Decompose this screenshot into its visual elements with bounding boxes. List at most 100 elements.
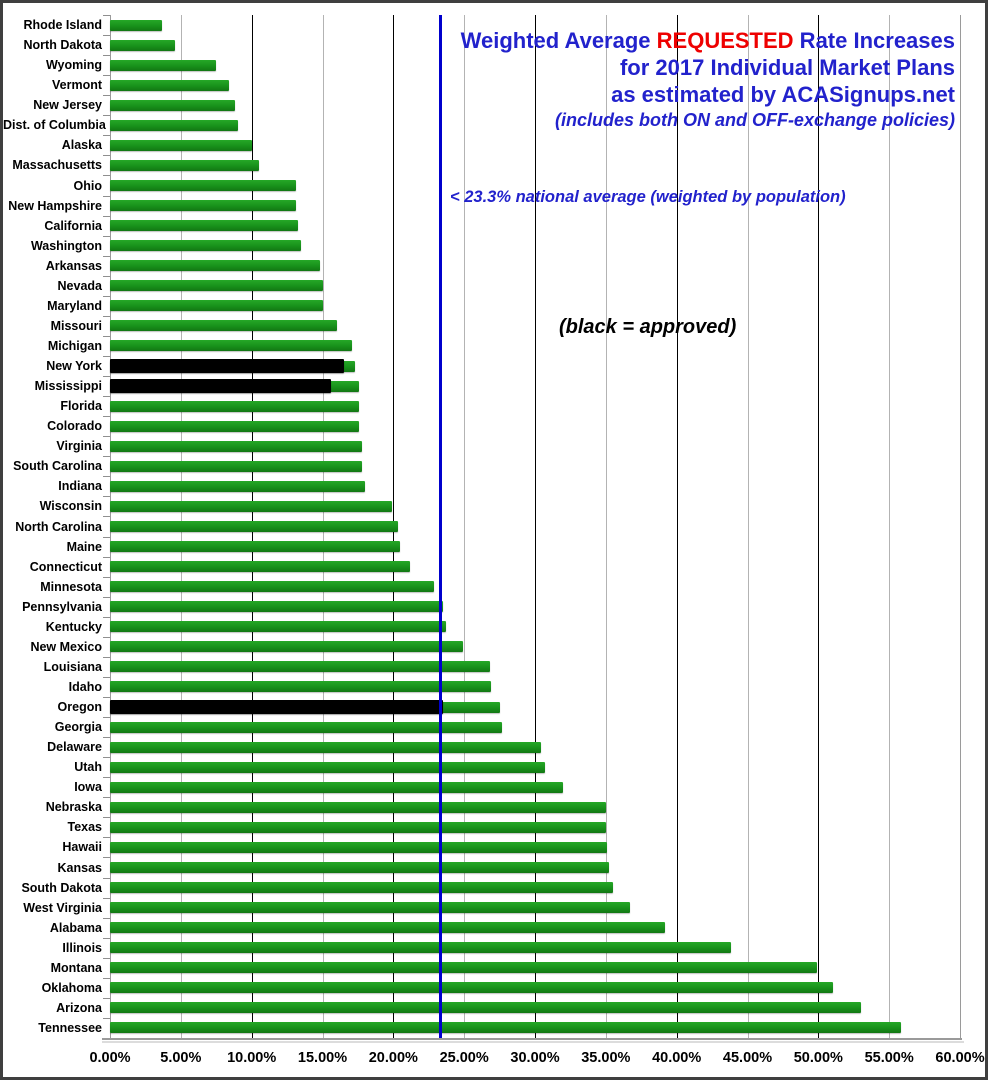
axis-tick <box>103 255 110 257</box>
bar-requested-california <box>110 220 299 232</box>
state-label-florida: Florida <box>60 399 102 414</box>
axis-tick <box>103 55 110 57</box>
plot-area <box>110 15 961 1038</box>
state-label-tennessee: Tennessee <box>38 1020 102 1035</box>
bar-requested-georgia <box>110 721 503 733</box>
national-average-line <box>439 15 443 1038</box>
axis-tick <box>103 416 110 418</box>
state-label-maine: Maine <box>66 539 102 554</box>
bar-requested-utah <box>110 761 545 773</box>
axis-tick <box>103 155 110 157</box>
bar-requested-dist-of-columbia <box>110 119 238 131</box>
bar-requested-new-hampshire <box>110 200 296 212</box>
state-label-new-jersey: New Jersey <box>33 98 102 113</box>
bar-requested-wisconsin <box>110 500 392 512</box>
bar-requested-texas <box>110 821 606 833</box>
bar-requested-indiana <box>110 480 365 492</box>
axis-tick <box>103 697 110 698</box>
x-axis-label-45.00: 45.00% <box>722 1050 773 1066</box>
bar-requested-wyoming <box>110 59 217 71</box>
gridline-55pct <box>889 15 891 1038</box>
axis-tick <box>103 335 110 337</box>
state-label-iowa: Iowa <box>74 780 102 795</box>
state-label-alaska: Alaska <box>61 138 102 153</box>
bar-requested-nebraska <box>110 801 606 813</box>
bar-requested-delaware <box>110 741 541 753</box>
title-requested-highlight: REQUESTED <box>656 28 794 53</box>
bar-requested-connecticut <box>110 561 411 573</box>
state-label-pennsylvania: Pennsylvania <box>22 599 102 614</box>
bar-requested-pennsylvania <box>110 601 443 613</box>
bar-requested-washington <box>110 240 302 252</box>
state-label-dist-of-columbia: Dist. of Columbia <box>3 118 106 133</box>
axis-tick <box>103 115 110 117</box>
state-label-north-dakota: North Dakota <box>23 38 102 53</box>
bar-approved-oregon <box>110 700 443 715</box>
state-label-idaho: Idaho <box>68 679 102 694</box>
state-label-new-hampshire: New Hampshire <box>8 198 102 213</box>
bar-requested-minnesota <box>110 581 435 593</box>
state-label-indiana: Indiana <box>58 479 102 494</box>
gridline-25pct <box>464 15 466 1038</box>
gridline-40pct <box>676 15 678 1038</box>
x-axis-labels: 0.00% 5.00% 10.00% 15.00% 20.00% 25.00% 30.00%… <box>3 1050 985 1072</box>
state-label-arkansas: Arkansas <box>45 258 102 273</box>
x-axis-label-20.00: 20.00% <box>368 1050 418 1066</box>
bar-approved-new-york <box>110 359 344 374</box>
axis-tick <box>103 295 110 297</box>
chart-title: Weighted Average REQUESTED Rate Increase… <box>461 27 955 132</box>
axis-tick <box>103 315 110 317</box>
axis-tick <box>103 496 110 498</box>
axis-tick <box>103 235 110 237</box>
state-label-wyoming: Wyoming <box>45 58 102 73</box>
state-label-michigan: Michigan <box>47 338 102 353</box>
state-label-utah: Utah <box>74 760 102 775</box>
bar-requested-south-carolina <box>110 460 363 472</box>
state-label-vermont: Vermont <box>51 78 102 93</box>
state-label-colorado: Colorado <box>47 419 102 434</box>
axis-tick <box>103 636 110 638</box>
axis-tick <box>103 35 110 37</box>
axis-tick <box>103 676 110 678</box>
state-label-new-mexico: New Mexico <box>30 639 102 654</box>
bar-requested-michigan <box>110 340 353 352</box>
state-label-alabama: Alabama <box>49 920 102 935</box>
state-label-montana: Montana <box>50 960 102 975</box>
x-axis-label-60.00: 60.00% <box>935 1050 985 1066</box>
axis-tick <box>103 215 110 217</box>
state-label-north-carolina: North Carolina <box>15 519 102 534</box>
axis-tick <box>103 356 110 357</box>
state-label-illinois: Illinois <box>62 940 102 955</box>
bar-requested-louisiana <box>110 661 490 673</box>
state-label-maryland: Maryland <box>47 298 102 313</box>
gridline-35pct <box>605 15 607 1038</box>
state-label-texas: Texas <box>67 820 102 835</box>
state-label-wisconsin: Wisconsin <box>39 499 102 514</box>
state-label-ohio: Ohio <box>73 178 102 193</box>
bar-requested-illinois <box>110 942 731 954</box>
state-label-california: California <box>44 218 102 233</box>
axis-tick <box>103 1017 110 1019</box>
state-label-new-york: New York <box>46 359 102 374</box>
state-label-nebraska: Nebraska <box>45 800 102 815</box>
bar-requested-idaho <box>110 681 492 693</box>
bar-requested-florida <box>110 400 360 412</box>
gridline-60pct <box>960 15 961 1038</box>
bar-requested-south-dakota <box>110 882 613 894</box>
axis-tick <box>103 436 110 438</box>
axis-tick <box>103 957 110 959</box>
axis-tick <box>103 797 110 799</box>
x-axis-label-5.00: 5.00% <box>160 1050 202 1066</box>
axis-tick <box>103 135 110 137</box>
axis-tick <box>103 817 110 819</box>
axis-tick <box>103 717 110 719</box>
bar-requested-maryland <box>110 300 323 312</box>
bar-requested-maine <box>110 541 401 553</box>
state-label-west-virginia: West Virginia <box>23 900 102 915</box>
axis-tick <box>103 456 110 458</box>
bar-requested-virginia <box>110 440 363 452</box>
state-label-kentucky: Kentucky <box>45 619 102 634</box>
bar-requested-ohio <box>110 180 296 191</box>
axis-tick <box>103 777 110 779</box>
